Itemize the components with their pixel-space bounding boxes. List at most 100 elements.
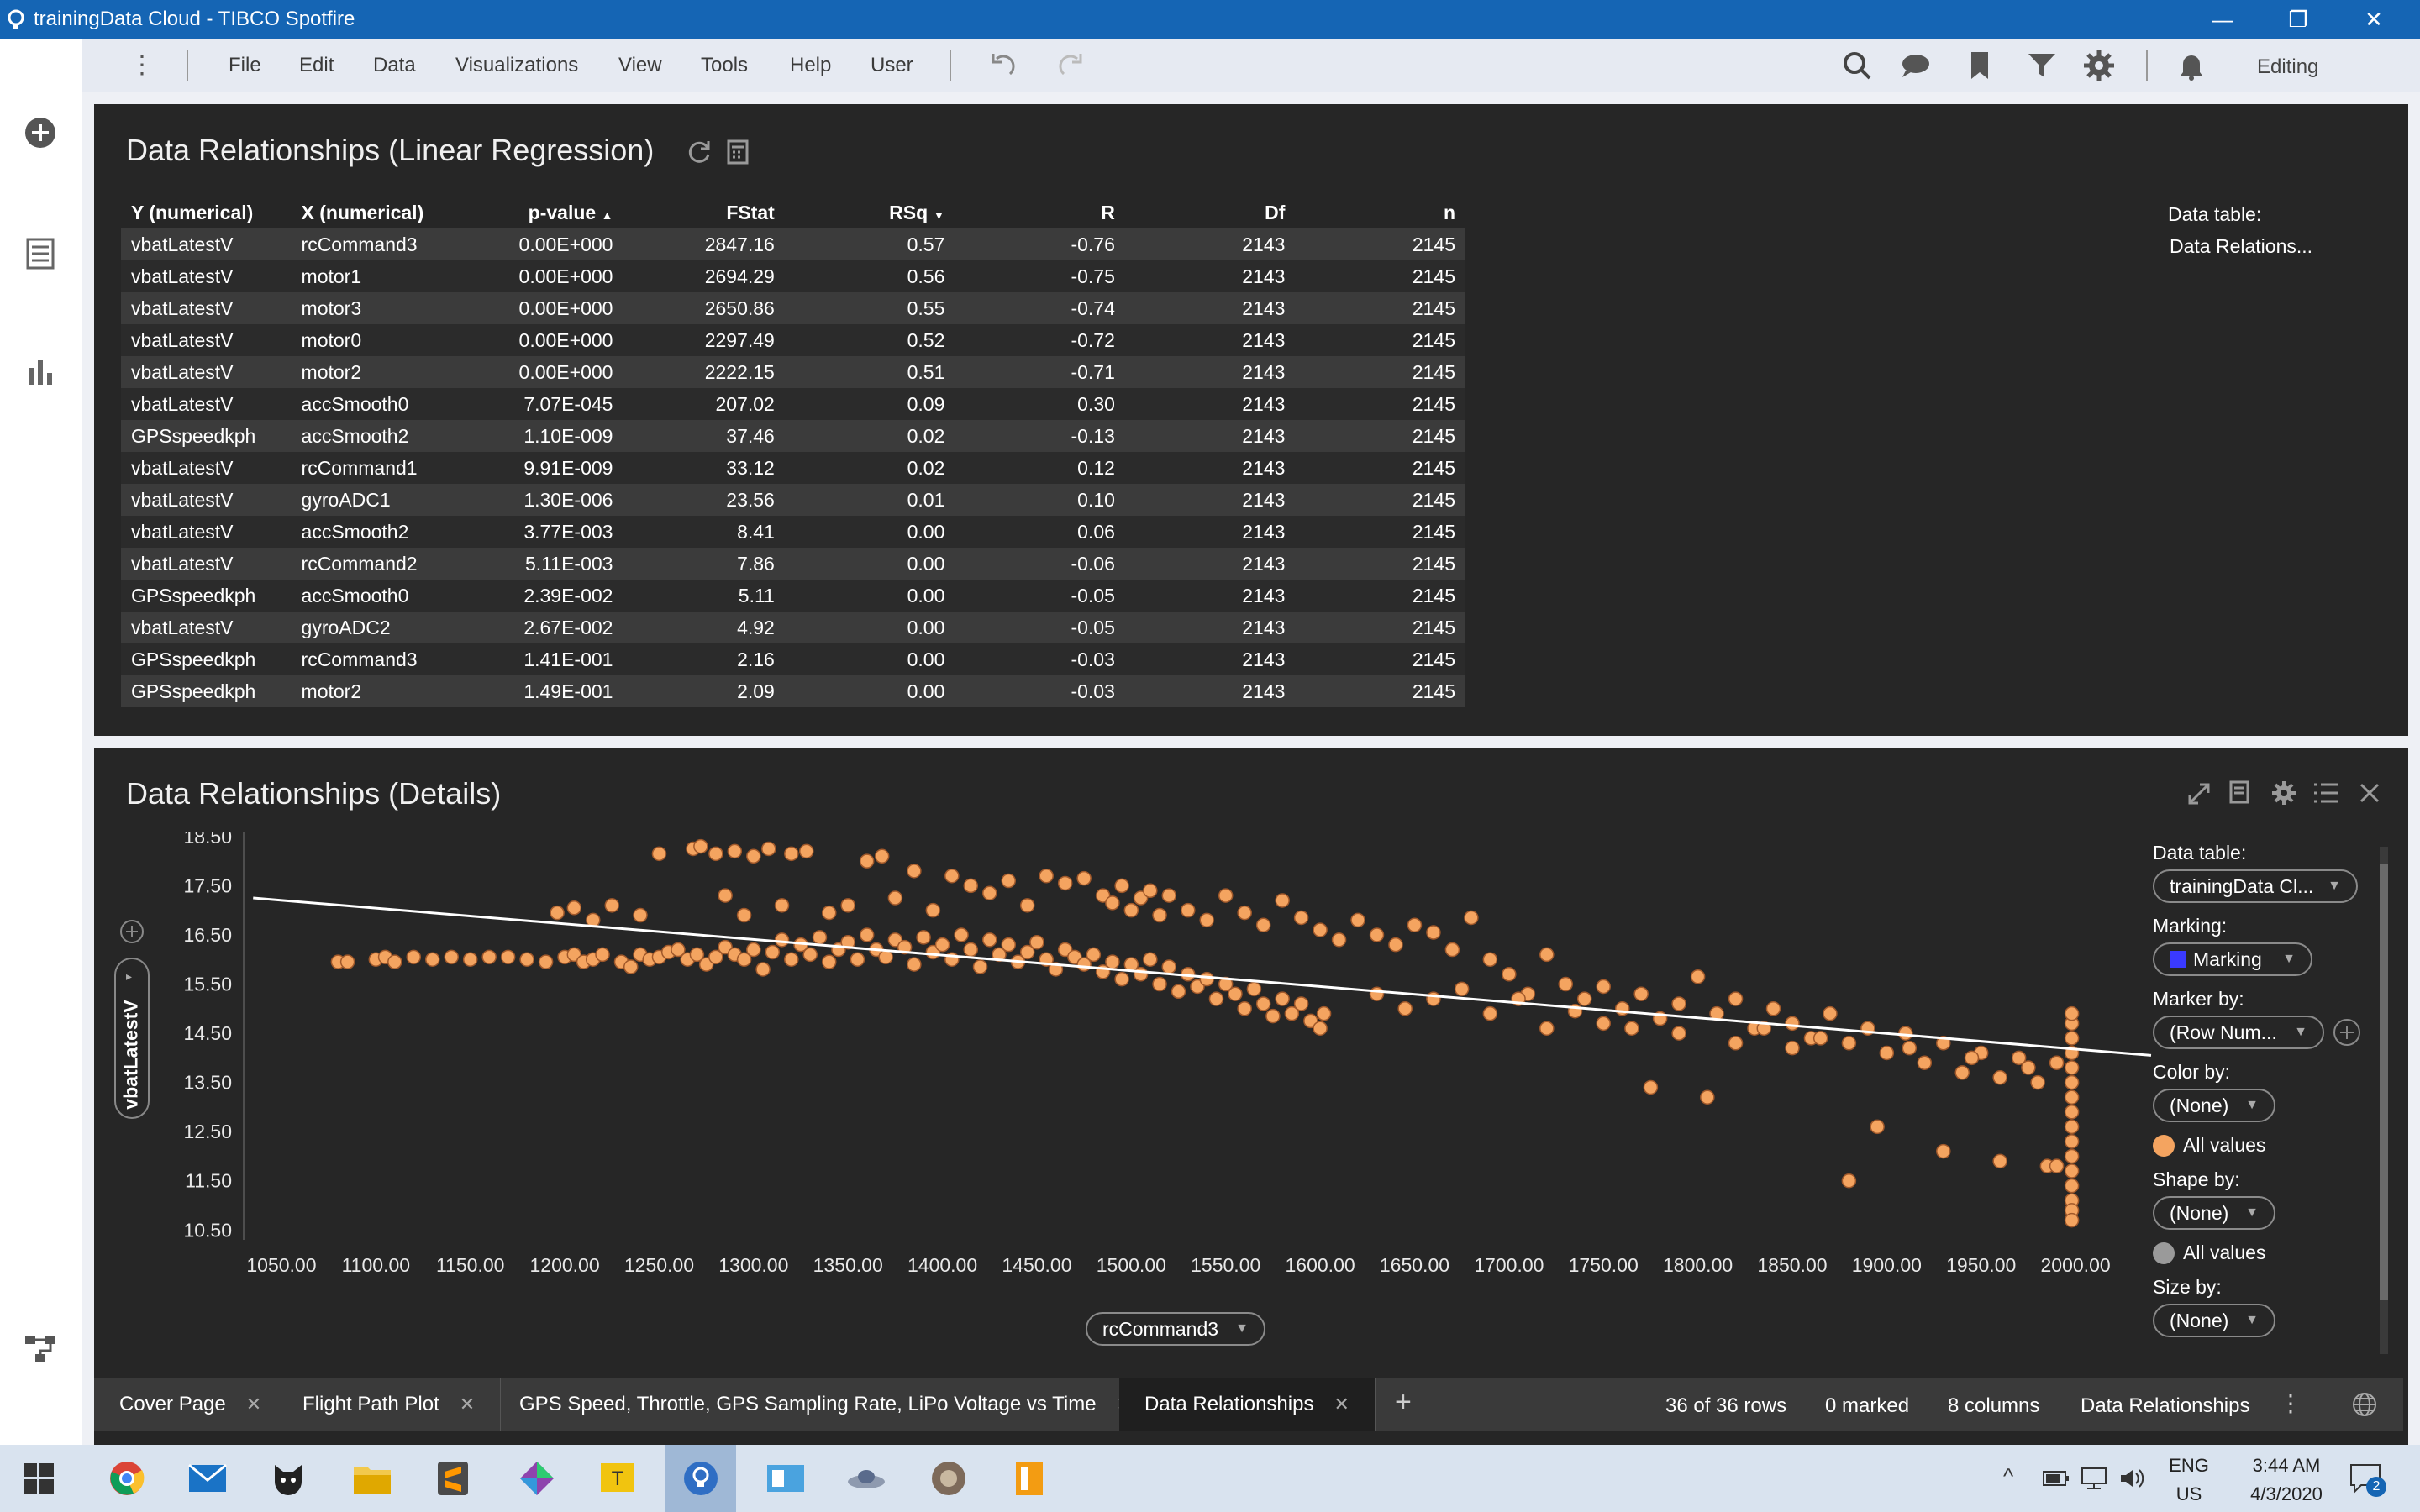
scatter-point[interactable] — [840, 898, 855, 913]
scatter-point[interactable] — [1218, 888, 1234, 903]
table-row[interactable]: vbatLatestV motor0 0.00E+000 2297.49 0.52 -0.… — [121, 324, 1465, 356]
scatter-point[interactable] — [1690, 969, 1706, 984]
scatter-point[interactable] — [1464, 910, 1479, 926]
scatter-point[interactable] — [1992, 1153, 2007, 1169]
scatter-point[interactable] — [746, 942, 761, 958]
scatter-point[interactable] — [1482, 1005, 1498, 1021]
scatter-point[interactable] — [1001, 937, 1016, 953]
gitkraken-icon[interactable] — [259, 1452, 318, 1505]
scatter-point[interactable] — [708, 949, 723, 965]
scatter-point[interactable] — [1275, 893, 1290, 908]
scatter-point[interactable] — [907, 957, 922, 972]
clock[interactable]: 3:44 AM 4/3/2020 — [2232, 1455, 2341, 1505]
close-icon[interactable] — [2358, 781, 2381, 805]
scatter-point[interactable] — [1369, 927, 1385, 942]
scatter-point[interactable] — [1643, 1079, 1659, 1095]
scatter-point[interactable] — [1293, 910, 1309, 926]
scatter-point[interactable] — [878, 949, 893, 965]
scatter-point[interactable] — [481, 949, 497, 965]
scatter-point[interactable] — [1634, 986, 1649, 1001]
scatter-point[interactable] — [1624, 1021, 1639, 1036]
menu-data[interactable]: Data — [373, 54, 416, 76]
scatter-point[interactable] — [963, 878, 979, 894]
table-row[interactable]: GPSspeedkph accSmooth0 2.39E-002 5.11 0.00 -0… — [121, 580, 1465, 612]
redo-icon[interactable] — [1054, 49, 1087, 82]
scatter-point[interactable] — [799, 843, 814, 859]
scatter-point[interactable] — [2064, 1148, 2080, 1164]
data-table-dropdown[interactable]: trainingData Cl... ▼ — [2153, 869, 2358, 903]
add-axis-icon[interactable] — [119, 919, 145, 944]
scatter-point[interactable] — [761, 841, 776, 857]
scatter-point[interactable] — [916, 930, 931, 945]
scatter-point[interactable] — [1369, 986, 1385, 1001]
scatter-point[interactable] — [1841, 1173, 1857, 1189]
git-icon[interactable] — [508, 1452, 566, 1505]
col-header-fstat[interactable]: FStat — [726, 201, 775, 223]
scatter-point[interactable] — [2064, 1031, 2080, 1046]
scatter-point[interactable] — [550, 905, 565, 921]
scatter-point[interactable] — [1700, 1089, 1715, 1105]
scatter-point[interactable] — [859, 853, 875, 869]
scatter-point[interactable] — [1388, 937, 1403, 953]
scatter-point[interactable] — [1152, 976, 1167, 992]
scatter-point[interactable] — [812, 930, 828, 945]
table-row[interactable]: vbatLatestV motor3 0.00E+000 2650.86 0.55 -0.… — [121, 292, 1465, 324]
scatter-point[interactable] — [1316, 1005, 1332, 1021]
bookmark-icon[interactable] — [1963, 49, 1996, 82]
scatter-point[interactable] — [736, 952, 752, 967]
mode-dropdown[interactable]: Editing ⌄ — [2250, 47, 2420, 86]
tab-flight-path-plot[interactable]: Flight Path Plot ✕ — [277, 1378, 502, 1431]
scatter-point[interactable] — [718, 888, 733, 903]
scatter-point[interactable] — [2064, 1074, 2080, 1090]
scatter-point[interactable] — [1029, 934, 1044, 950]
scatter-point[interactable] — [1237, 905, 1252, 921]
scatter-point[interactable] — [1823, 1005, 1838, 1021]
legend-scrollbar[interactable] — [2380, 847, 2388, 1354]
scatter-point[interactable] — [1614, 1001, 1630, 1016]
col-header-y[interactable]: Y (numerical) — [131, 201, 254, 223]
gimp-icon[interactable] — [919, 1452, 978, 1505]
scatter-point[interactable] — [1114, 878, 1129, 894]
scatter-point[interactable] — [1152, 907, 1167, 923]
minimize-button[interactable]: — — [2212, 6, 2233, 32]
scatter-point[interactable] — [1019, 944, 1035, 960]
scatter-point[interactable] — [1237, 1001, 1252, 1016]
col-header-x[interactable]: X (numerical) — [301, 201, 424, 223]
scatter-point[interactable] — [821, 905, 837, 921]
scatter-point[interactable] — [623, 959, 639, 974]
scatter-point[interactable] — [1936, 1143, 1951, 1159]
close-tab-icon[interactable]: ✕ — [1334, 1394, 1349, 1415]
x-axis-selector[interactable]: rcCommand3 ▼ — [1086, 1312, 1265, 1346]
scatter-point[interactable] — [406, 949, 422, 965]
scatter-point[interactable] — [1076, 870, 1092, 886]
scatter-point[interactable] — [2011, 1050, 2027, 1066]
scatter-point[interactable] — [1284, 1005, 1300, 1021]
data-canvas-icon[interactable] — [25, 237, 55, 270]
scatter-point[interactable] — [1246, 981, 1262, 997]
table-row[interactable]: GPSspeedkph rcCommand3 1.41E-001 2.16 0.00 -0… — [121, 643, 1465, 675]
scatter-point[interactable] — [1558, 976, 1574, 992]
scatter-point[interactable] — [387, 954, 402, 969]
scatter-point[interactable] — [1936, 1036, 1951, 1051]
col-header-r[interactable]: R — [1101, 201, 1115, 223]
table-row[interactable]: vbatLatestV accSmooth2 3.77E-003 8.41 0.00 0.… — [121, 516, 1465, 548]
volume-icon[interactable] — [2119, 1467, 2148, 1490]
scatter-point[interactable] — [1502, 967, 1517, 982]
scatter-point[interactable] — [1143, 952, 1158, 967]
scatter-point[interactable] — [2064, 1212, 2080, 1228]
chrome-icon[interactable] — [97, 1452, 156, 1505]
data-table-value[interactable]: Data Relations... — [2170, 235, 2313, 257]
scatter-point[interactable] — [1019, 898, 1035, 913]
scatter-point[interactable] — [1397, 1001, 1413, 1016]
scatter-point[interactable] — [1199, 912, 1214, 928]
scatter-point[interactable] — [774, 932, 790, 948]
scatter-point[interactable] — [425, 952, 440, 967]
app-launcher-icon[interactable] — [1000, 1452, 1059, 1505]
scatter-point[interactable] — [1992, 1070, 2007, 1085]
mail-icon[interactable] — [178, 1452, 237, 1505]
scatter-point[interactable] — [1228, 986, 1243, 1001]
more-icon[interactable]: ⋮ — [129, 51, 155, 79]
scatter-point[interactable] — [2021, 1060, 2036, 1075]
scatter-point[interactable] — [1161, 959, 1177, 974]
scatter-point[interactable] — [765, 944, 781, 960]
